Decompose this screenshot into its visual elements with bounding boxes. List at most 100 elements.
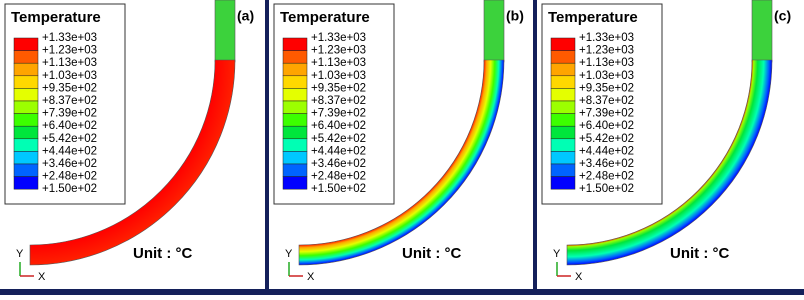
pipe-vertical	[214, 0, 236, 63]
legend-label: +4.44e+02	[311, 145, 366, 157]
legend-label: +1.33e+03	[42, 32, 97, 44]
legend-label: +7.39e+02	[42, 108, 97, 120]
legend-swatch	[550, 50, 576, 64]
legend-swatch	[13, 163, 39, 177]
legend-label: +5.42e+02	[579, 133, 634, 145]
legend-label: +3.46e+02	[579, 158, 634, 170]
unit-label: Unit : °C	[402, 245, 461, 262]
legend-swatch	[282, 113, 308, 127]
legend-label: +1.03e+03	[42, 70, 97, 82]
legend-label: +9.35e+02	[311, 82, 366, 94]
legend-swatch	[550, 100, 576, 114]
axis-x-label: X	[575, 271, 583, 283]
legend-label: +1.03e+03	[579, 70, 634, 82]
pipe-vertical	[483, 0, 505, 63]
legend-swatch	[550, 75, 576, 89]
legend-swatch	[282, 151, 308, 165]
legend-label: +8.37e+02	[42, 95, 97, 107]
legend-swatch	[550, 88, 576, 102]
legend-swatch	[13, 138, 39, 152]
legend-label: +6.40e+02	[579, 120, 634, 132]
legend-label: +3.46e+02	[311, 158, 366, 170]
legend-swatch	[550, 138, 576, 152]
legend-label: +8.37e+02	[311, 95, 366, 107]
panel: Temperature+1.33e+03+1.23e+03+1.13e+03+1…	[541, 0, 791, 283]
legend-label: +9.35e+02	[42, 82, 97, 94]
legend-label: +1.33e+03	[579, 32, 634, 44]
legend-swatch	[13, 50, 39, 64]
legend-swatch	[282, 62, 308, 77]
legend-title: Temperature	[280, 9, 370, 26]
axis-x-label: X	[38, 271, 46, 283]
divider	[533, 0, 537, 295]
legend-label: +1.23e+03	[42, 45, 97, 57]
legend-swatch	[550, 62, 576, 77]
legend-title: Temperature	[11, 9, 101, 26]
legend-label: +5.42e+02	[42, 133, 97, 145]
legend-label: +9.35e+02	[579, 82, 634, 94]
legend-label: +1.50e+02	[579, 183, 634, 195]
legend-swatch	[550, 37, 576, 51]
legend-swatch	[13, 62, 39, 77]
divider	[0, 289, 804, 295]
legend-label: +1.33e+03	[311, 32, 366, 44]
legend-swatch	[282, 88, 308, 102]
legend-swatch	[282, 176, 308, 190]
legend-label: +1.13e+03	[42, 57, 97, 69]
legend-label: +2.48e+02	[311, 171, 366, 183]
panel-label: (c)	[774, 8, 791, 24]
unit-label: Unit : °C	[133, 245, 192, 262]
legend-swatch	[282, 75, 308, 89]
axis-x-label: X	[307, 271, 315, 283]
legend-label: +1.50e+02	[42, 183, 97, 195]
legend-label: +3.46e+02	[42, 158, 97, 170]
legend-label: +7.39e+02	[579, 108, 634, 120]
legend-label: +7.39e+02	[311, 108, 366, 120]
panel-label: (a)	[237, 8, 254, 24]
legend-swatch	[13, 176, 39, 190]
legend-swatch	[282, 163, 308, 177]
unit-label: Unit : °C	[670, 245, 729, 262]
legend-swatch	[13, 151, 39, 165]
legend-label: +8.37e+02	[579, 95, 634, 107]
legend-swatch	[550, 125, 576, 140]
legend-label: +5.42e+02	[311, 133, 366, 145]
legend-swatch	[550, 163, 576, 177]
pipe-vertical	[751, 0, 773, 63]
divider	[265, 0, 269, 295]
axis-y-label: Y	[553, 248, 561, 260]
pipe-bend	[566, 59, 773, 266]
legend-swatch	[282, 50, 308, 64]
axis-y-label: Y	[16, 248, 24, 260]
legend-swatch	[550, 176, 576, 190]
legend-label: +6.40e+02	[42, 120, 97, 132]
legend-swatch	[282, 125, 308, 140]
legend-swatch	[550, 113, 576, 127]
legend-swatch	[13, 125, 39, 140]
legend-label: +1.23e+03	[311, 45, 366, 57]
legend-swatch	[13, 37, 39, 51]
legend-swatch	[550, 151, 576, 165]
panel: Temperature+1.33e+03+1.23e+03+1.13e+03+1…	[4, 0, 254, 283]
legend-title: Temperature	[548, 9, 638, 26]
panel: Temperature+1.33e+03+1.23e+03+1.13e+03+1…	[273, 0, 524, 283]
legend-label: +1.13e+03	[579, 57, 634, 69]
pipe-bend	[298, 59, 505, 266]
legend-label: +6.40e+02	[311, 120, 366, 132]
pipe-bend	[29, 59, 236, 266]
legend-swatch	[282, 37, 308, 51]
legend-label: +4.44e+02	[42, 145, 97, 157]
legend-label: +4.44e+02	[579, 145, 634, 157]
legend-swatch	[282, 100, 308, 114]
legend-swatch	[13, 75, 39, 89]
legend-label: +1.13e+03	[311, 57, 366, 69]
legend-label: +1.23e+03	[579, 45, 634, 57]
legend-label: +2.48e+02	[42, 171, 97, 183]
legend-swatch	[13, 88, 39, 102]
legend-swatch	[282, 138, 308, 152]
axis-y-label: Y	[285, 248, 293, 260]
legend-swatch	[13, 113, 39, 127]
legend-label: +2.48e+02	[579, 171, 634, 183]
